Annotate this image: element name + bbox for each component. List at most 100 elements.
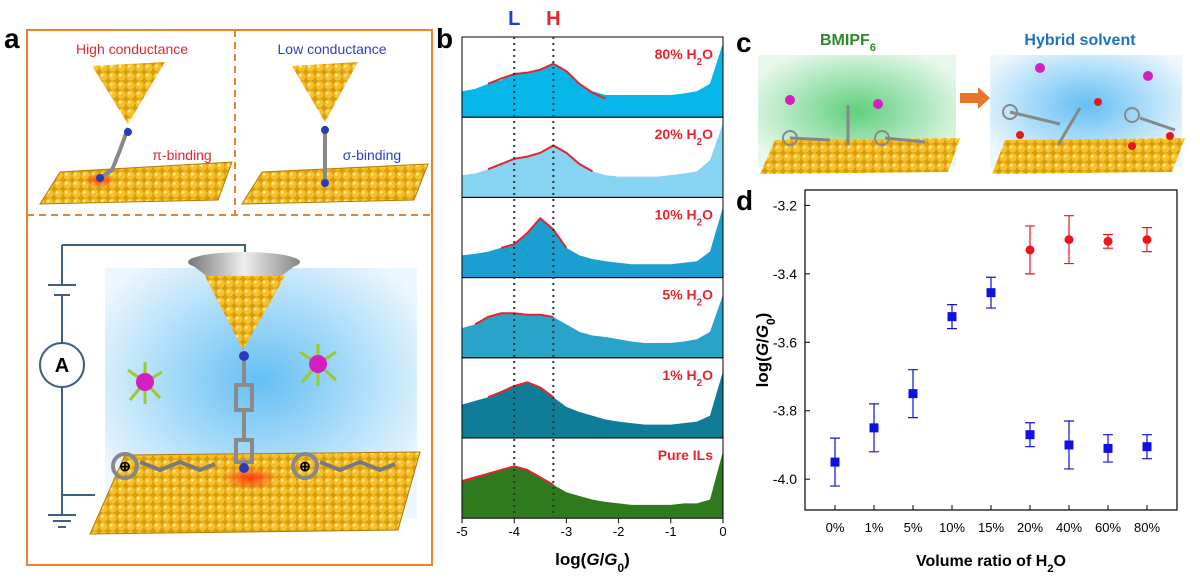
panel-tag: 10% H2O bbox=[655, 206, 713, 228]
label: Hybrid solvent bbox=[1024, 32, 1136, 49]
water bbox=[1166, 132, 1174, 140]
hotspot bbox=[222, 466, 278, 490]
text-part: 2 bbox=[697, 297, 703, 308]
ammeter bbox=[39, 342, 85, 388]
x-tick-label: 5% bbox=[904, 520, 923, 535]
x-axis-label: log(G/G0) bbox=[555, 550, 630, 575]
plot-frame bbox=[804, 189, 1178, 511]
text-part: 80% H bbox=[655, 46, 697, 62]
atom bbox=[96, 174, 104, 182]
y-axis-label: log(G/G0) bbox=[753, 313, 778, 388]
label: High conductance bbox=[76, 41, 188, 57]
x-tick-label: 10% bbox=[939, 520, 965, 535]
point bbox=[830, 457, 840, 467]
fit-line bbox=[461, 465, 554, 486]
panel-tag: 20% H2O bbox=[655, 126, 713, 148]
point bbox=[1103, 443, 1113, 453]
panel-a: High conductance Low conductance π-bindi… bbox=[26, 29, 433, 566]
cation bbox=[782, 130, 798, 146]
text-part: log( bbox=[555, 550, 586, 569]
x-tick-label: -2 bbox=[613, 524, 625, 539]
cation bbox=[1124, 107, 1140, 123]
text-part: 0 bbox=[618, 561, 625, 575]
point bbox=[1142, 235, 1152, 245]
anion bbox=[127, 344, 337, 404]
point bbox=[947, 312, 957, 322]
text-part: ) bbox=[753, 313, 772, 319]
arrow bbox=[960, 87, 990, 109]
text-part: O bbox=[702, 367, 713, 383]
anion bbox=[1035, 63, 1045, 73]
text-part: 2 bbox=[1047, 563, 1053, 575]
gold-tip bbox=[205, 276, 285, 350]
text-part: 6 bbox=[870, 42, 876, 54]
atom bbox=[239, 351, 249, 361]
y-tick-label: -3.2 bbox=[773, 197, 797, 213]
text-part: Pure ILs bbox=[658, 447, 713, 463]
panel-label: d bbox=[736, 185, 753, 216]
histogram bbox=[462, 294, 723, 358]
gold-surface bbox=[89, 451, 421, 535]
atom bbox=[124, 128, 132, 136]
molecule bbox=[98, 127, 130, 180]
panel-tag: 5% H2O bbox=[662, 287, 713, 309]
gold-tip bbox=[292, 62, 358, 122]
text-part: G bbox=[586, 550, 599, 569]
text-part: / bbox=[600, 550, 605, 569]
reference-label: L bbox=[508, 8, 520, 30]
text-part: 0 bbox=[764, 318, 778, 325]
text-part: ) bbox=[624, 550, 630, 569]
point bbox=[1103, 236, 1113, 246]
histogram bbox=[462, 371, 723, 438]
gold-surface bbox=[241, 163, 429, 205]
x-tick-label: 0% bbox=[826, 520, 845, 535]
fit-line bbox=[487, 144, 593, 173]
gold-surface bbox=[39, 161, 233, 205]
text-part: 1% H bbox=[662, 367, 696, 383]
anion bbox=[873, 99, 883, 109]
fit-line bbox=[487, 381, 554, 399]
atom bbox=[321, 179, 329, 187]
x-tick-label: 15% bbox=[978, 520, 1004, 535]
panel-tag: 80% H2O bbox=[655, 46, 713, 68]
point bbox=[1064, 235, 1074, 245]
text-part: G bbox=[753, 325, 772, 338]
histogram bbox=[462, 123, 723, 198]
x-tick-label: 1% bbox=[865, 520, 884, 535]
atom bbox=[321, 126, 329, 134]
molecule bbox=[234, 356, 254, 464]
panel-frame bbox=[26, 29, 433, 566]
x-tick-label: 20% bbox=[1017, 520, 1043, 535]
meter-label: A bbox=[55, 355, 69, 377]
label: σ-binding bbox=[343, 147, 401, 163]
panel-label: a bbox=[4, 23, 20, 54]
text-part: O bbox=[702, 206, 713, 222]
gold-surface bbox=[992, 138, 1185, 174]
panel-label: b bbox=[436, 23, 453, 54]
anion bbox=[785, 95, 795, 105]
gold-tip bbox=[92, 62, 165, 124]
anion bbox=[1143, 71, 1153, 81]
y-tick-label: -3.4 bbox=[773, 266, 797, 282]
y-tick-label: -3.6 bbox=[773, 334, 797, 350]
text-part: O bbox=[702, 287, 713, 303]
histogram bbox=[462, 451, 723, 519]
histogram bbox=[462, 43, 723, 118]
text-part: 2 bbox=[697, 377, 703, 388]
cation bbox=[1002, 104, 1018, 120]
panel-tag: 1% H2O bbox=[662, 367, 713, 389]
panel-label: c bbox=[736, 27, 752, 58]
atom bbox=[239, 463, 249, 473]
water bbox=[1128, 142, 1136, 150]
label: BMIPF6 bbox=[820, 32, 876, 54]
circuit bbox=[48, 244, 246, 528]
x-axis-label: Volume ratio of H2O bbox=[916, 553, 1066, 575]
water bbox=[1016, 131, 1024, 139]
point bbox=[869, 423, 879, 433]
panel-c: BMIPF6 Hybrid solvent bbox=[758, 32, 1185, 174]
text-part: 20% H bbox=[655, 126, 697, 142]
text-part: / bbox=[753, 338, 772, 343]
x-tick-label: 40% bbox=[1056, 520, 1082, 535]
x-tick-label: 0 bbox=[719, 524, 726, 539]
text-part: O bbox=[702, 126, 713, 142]
